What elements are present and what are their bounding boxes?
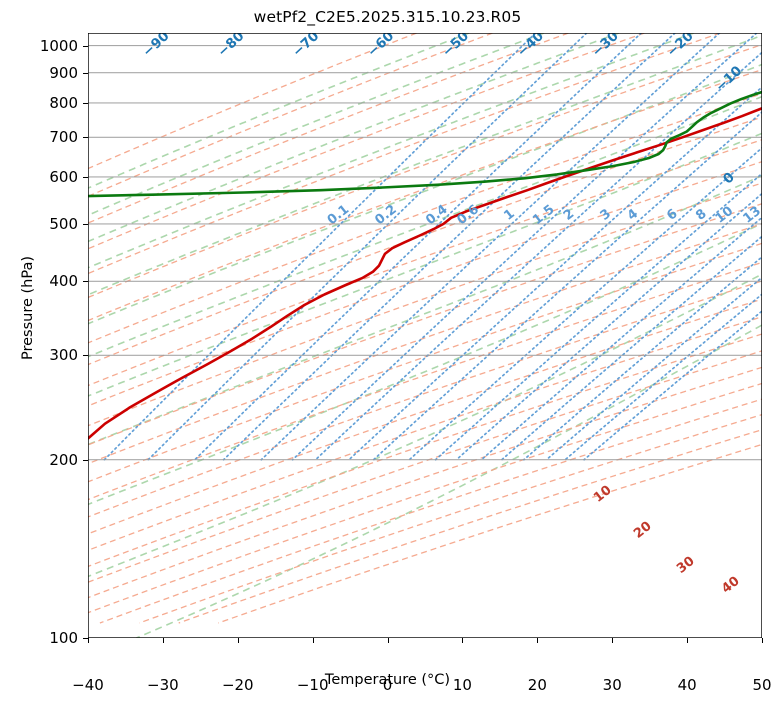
isobar-lines xyxy=(88,45,762,638)
x-tick xyxy=(237,638,239,643)
y-tick xyxy=(83,281,88,283)
y-tick-label: 700 xyxy=(49,128,78,147)
x-tick xyxy=(387,638,389,643)
x-tick-label: −20 xyxy=(221,676,254,694)
y-tick-label: 1000 xyxy=(39,36,78,55)
x-tick-label: 50 xyxy=(752,676,772,694)
y-tick-label: 500 xyxy=(49,214,78,233)
y-tick xyxy=(83,223,88,225)
x-tick-label: −30 xyxy=(147,676,179,694)
x-tick-label: −40 xyxy=(72,676,104,694)
moist-adiabat-lines xyxy=(88,33,762,638)
x-tick xyxy=(462,638,464,643)
y-tick-label: 200 xyxy=(49,450,78,469)
y-tick-label: 900 xyxy=(49,63,78,82)
x-tick xyxy=(537,638,539,643)
plot-area: −90 −80 −70 −60 −50 −40 −30 −20 −10 0 0.1 0.2 0.4 0.6… xyxy=(40,33,772,694)
y-tick xyxy=(83,638,88,639)
y-tick-label: 100 xyxy=(49,629,78,647)
y-tick-label: 600 xyxy=(49,167,78,186)
y-tick xyxy=(83,102,88,104)
x-tick-label: −10 xyxy=(296,676,329,694)
y-tick-label: 400 xyxy=(49,272,78,291)
mixing-ratio-label: 13 xyxy=(741,204,762,227)
data-curves xyxy=(88,90,762,441)
x-tick xyxy=(162,638,164,643)
x-tick-label: 20 xyxy=(527,676,547,694)
y-tick xyxy=(83,72,88,74)
x-tick-label: 10 xyxy=(452,676,472,694)
x-axis-title: Temperature (°C) xyxy=(324,672,451,688)
y-tick-label: 800 xyxy=(49,93,78,112)
y-tick xyxy=(83,355,88,357)
y-tick xyxy=(83,137,88,139)
x-tick xyxy=(312,638,314,643)
x-tick-label: 0 xyxy=(382,676,393,694)
y-axis-title: Pressure (hPa) xyxy=(20,256,36,361)
x-tick-label: 40 xyxy=(677,676,697,694)
x-tick xyxy=(612,638,614,643)
x-tick-label: 30 xyxy=(602,676,622,694)
x-tick xyxy=(687,638,689,643)
series-dewpoint xyxy=(88,90,762,198)
y-tick-label: 300 xyxy=(49,346,78,365)
skewt-svg: −90 −80 −70 −60 −50 −40 −30 −20−1000.1 0.2 0.4 0.6… xyxy=(88,33,762,638)
background xyxy=(88,33,762,638)
dry-adiabat-lines xyxy=(88,33,762,624)
chart-title: wetPf2_C2E5.2025.315.10.23.R05 xyxy=(253,8,522,26)
x-tick xyxy=(762,638,763,643)
y-tick xyxy=(83,45,88,47)
y-tick xyxy=(83,459,88,461)
x-tick xyxy=(88,638,89,643)
series-temperature xyxy=(88,106,762,441)
y-tick xyxy=(83,176,88,178)
